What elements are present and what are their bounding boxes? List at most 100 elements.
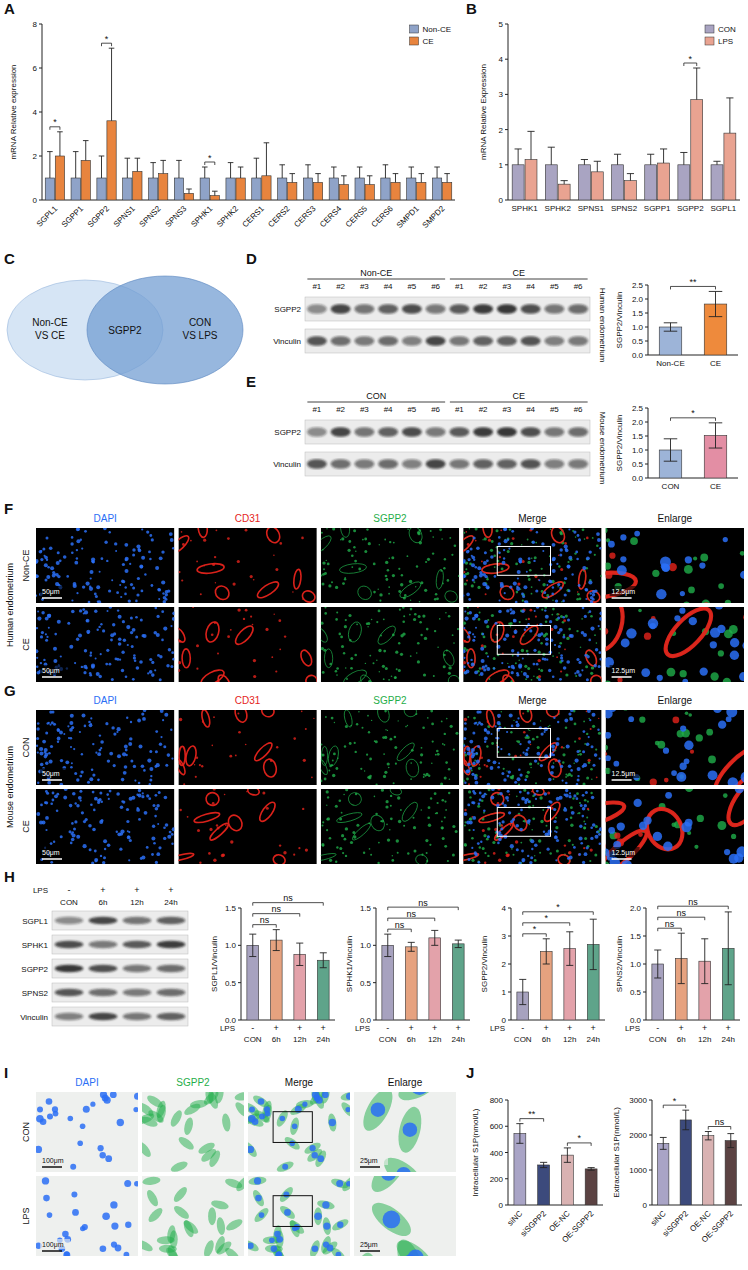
nucleus xyxy=(471,663,475,667)
nucleus xyxy=(158,588,161,591)
nucleus xyxy=(546,659,548,661)
speck xyxy=(324,572,327,575)
speck xyxy=(332,528,335,531)
band xyxy=(402,459,422,469)
nucleus xyxy=(151,673,155,677)
speck xyxy=(326,560,327,561)
nucleus xyxy=(594,664,597,667)
panel-letter: C xyxy=(4,250,15,267)
y-tick xyxy=(505,59,508,60)
nucleus xyxy=(149,534,152,537)
speck xyxy=(417,642,420,645)
speck xyxy=(250,575,253,578)
vessel xyxy=(497,583,516,602)
nucleus xyxy=(42,548,45,551)
error-bar xyxy=(331,167,337,178)
nucleus xyxy=(135,635,138,638)
nucleus xyxy=(531,570,540,579)
nucleus xyxy=(157,654,160,657)
speck xyxy=(617,677,622,682)
micrograph-bg xyxy=(321,607,459,682)
speck xyxy=(575,536,577,538)
speck xyxy=(526,595,533,602)
speck xyxy=(276,746,278,748)
nucleus xyxy=(557,617,560,620)
nucleus xyxy=(86,582,90,586)
speck xyxy=(484,537,487,540)
nucleus xyxy=(39,550,43,554)
speck xyxy=(667,668,676,677)
nucleus xyxy=(155,750,158,753)
plot-marks xyxy=(512,68,736,200)
nucleus xyxy=(59,783,63,787)
nucleus xyxy=(123,639,126,642)
speck xyxy=(292,591,294,593)
nucleus xyxy=(81,548,83,550)
nucleus xyxy=(159,678,162,681)
speck xyxy=(507,550,510,553)
nucleus xyxy=(608,566,617,575)
y-tick xyxy=(645,450,648,451)
vessel xyxy=(489,494,550,553)
speck xyxy=(440,783,443,786)
micrograph: 50μm xyxy=(36,709,175,787)
micrograph-bg xyxy=(178,528,316,603)
speck xyxy=(237,560,240,563)
nucleus xyxy=(584,615,587,618)
nucleus xyxy=(71,610,75,614)
significance-label: * xyxy=(208,153,212,163)
nucleus xyxy=(463,665,466,668)
nucleus xyxy=(656,589,666,599)
lane-label: #5 xyxy=(407,282,416,291)
nucleus xyxy=(144,573,146,575)
vessel xyxy=(585,589,601,604)
vessel xyxy=(375,623,398,647)
nucleus xyxy=(480,647,484,651)
error-bar xyxy=(693,68,700,100)
legend-label: Non-CE xyxy=(423,25,451,34)
error-bar xyxy=(341,176,347,185)
nucleus xyxy=(141,590,144,593)
speck xyxy=(301,711,303,713)
nucleus xyxy=(45,762,48,765)
nucleus xyxy=(71,599,73,601)
speck xyxy=(704,516,709,521)
nucleus xyxy=(642,568,653,579)
speck xyxy=(335,670,338,673)
speck xyxy=(575,675,577,677)
speck xyxy=(559,642,562,645)
bar xyxy=(558,184,570,200)
nucleus xyxy=(521,593,524,596)
speck xyxy=(284,635,286,637)
nucleus xyxy=(679,608,685,614)
speck xyxy=(667,522,671,526)
speck xyxy=(639,517,647,525)
nucleus xyxy=(574,672,576,674)
nucleus xyxy=(125,557,129,561)
speck xyxy=(710,694,719,703)
nucleus xyxy=(556,563,558,565)
nucleus xyxy=(53,659,57,663)
speck xyxy=(609,597,615,603)
row-label: SGPP2 xyxy=(274,428,301,437)
speck xyxy=(479,667,482,670)
speck xyxy=(538,668,540,670)
nucleus xyxy=(162,592,164,594)
nucleus xyxy=(138,549,142,553)
speck xyxy=(471,584,474,587)
nucleus xyxy=(86,619,90,623)
speck xyxy=(579,597,582,600)
nucleus xyxy=(54,633,57,636)
nucleus xyxy=(503,638,506,641)
nucleus xyxy=(565,548,568,551)
lane-label: #4 xyxy=(526,282,535,291)
lane-label: #3 xyxy=(502,282,511,291)
bar xyxy=(133,171,142,200)
micrograph-bg xyxy=(36,710,174,785)
nucleus xyxy=(92,743,94,745)
legend-label: CON xyxy=(718,25,736,34)
speck xyxy=(689,564,696,571)
x-tick-label: CERS2 xyxy=(266,204,292,230)
speck xyxy=(564,542,567,545)
bar xyxy=(236,178,245,200)
